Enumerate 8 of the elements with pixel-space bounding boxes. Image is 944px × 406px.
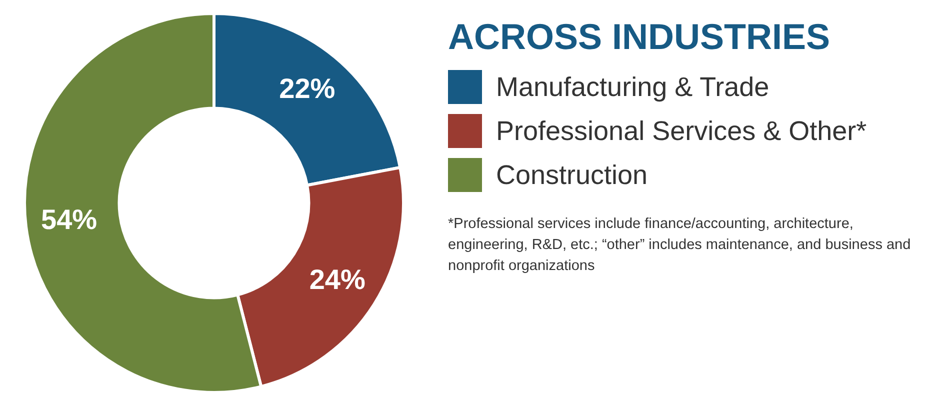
chart-title: ACROSS INDUSTRIES <box>448 16 832 58</box>
legend-label: Professional Services & Other* <box>496 116 867 146</box>
data-label: 24% <box>309 264 366 296</box>
legend-label: Construction <box>496 160 648 190</box>
data-label: 54% <box>41 204 98 236</box>
legend-label: Manufacturing & Trade <box>496 72 770 102</box>
text: *Professional services include finance/accounting, architecture, engineering, R&D, etc.; “other” includes maintenance, and business and nonprofit organizations <box>448 215 912 276</box>
data-label: 22% <box>279 73 336 104</box>
